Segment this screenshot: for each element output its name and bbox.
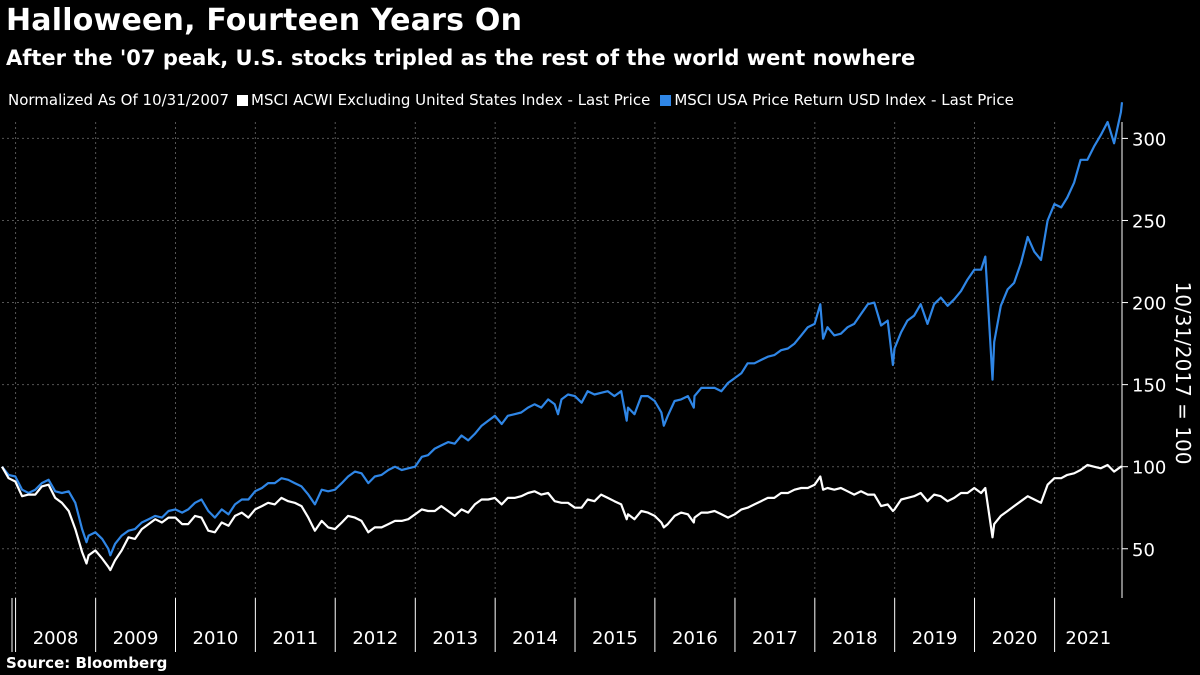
gridlines	[2, 122, 1122, 598]
y-tick-label: 200	[1132, 294, 1166, 315]
x-tick-label: 2013	[432, 628, 478, 649]
legend-swatch-msci-usa	[660, 94, 672, 106]
series-line-acwi-ex-us	[1, 463, 1122, 572]
legend-normalization-note: Normalized As Of 10/31/2007	[8, 91, 229, 109]
series-line-msci-usa	[1, 102, 1124, 557]
y-tick-label: 300	[1132, 129, 1166, 150]
y-tick-label: 50	[1132, 540, 1155, 561]
series-lines	[1, 102, 1124, 572]
x-tick-label: 2021	[1065, 628, 1111, 649]
x-axis-ticks: 2008 2009 2010 2011 2012 2013 2014 2015 2016 2017…	[11, 598, 1111, 652]
legend-item-msci-usa: MSCI USA Price Return USD Index - Last P…	[660, 90, 1014, 110]
x-tick-label: 2020	[992, 628, 1038, 649]
x-tick-label: 2010	[193, 628, 239, 649]
x-tick-label: 2011	[272, 628, 318, 649]
x-tick-label: 2018	[832, 628, 878, 649]
chart-subtitle: After the '07 peak, U.S. stocks tripled …	[6, 46, 916, 70]
x-tick-label: 2012	[352, 628, 398, 649]
legend-item-acwi-ex-us: MSCI ACWI Excluding United States Index …	[237, 90, 650, 110]
x-tick-label: 2009	[113, 628, 159, 649]
x-tick-label: 2016	[672, 628, 718, 649]
y-axis-label: 10/31/2017 = 100	[1171, 282, 1195, 465]
x-tick-label: 2008	[33, 628, 79, 649]
y-tick-label: 250	[1132, 211, 1166, 232]
y-tick-label: 100	[1132, 458, 1166, 479]
source-note: Source: Bloomberg	[6, 654, 168, 672]
x-tick-label: 2015	[592, 628, 638, 649]
x-tick-label: 2014	[512, 628, 558, 649]
legend-swatch-acwi-ex-us	[237, 94, 248, 106]
chart-title: Halloween, Fourteen Years On	[6, 3, 523, 38]
legend: Normalized As Of 10/31/2007 MSCI ACWI Ex…	[8, 90, 1024, 110]
y-tick-label: 150	[1132, 376, 1166, 397]
y-axis-ticks: 50 100 150 200 250 300	[1122, 129, 1166, 561]
legend-label-acwi-ex-us: MSCI ACWI Excluding United States Index …	[251, 91, 651, 109]
x-tick-label: 2017	[752, 628, 798, 649]
legend-label-msci-usa: MSCI USA Price Return USD Index - Last P…	[674, 91, 1014, 109]
x-tick-label: 2019	[912, 628, 958, 649]
